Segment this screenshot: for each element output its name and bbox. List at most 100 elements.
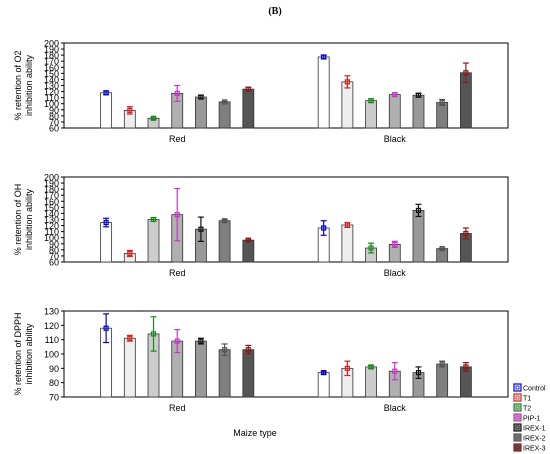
legend-marker [515,445,520,450]
legend-item: IREX-3 [513,443,546,453]
mean-marker [321,370,327,376]
mean-marker [103,90,109,96]
legend-label: Control [523,386,546,393]
bar-irex-3-red [242,239,255,263]
y-axis-label-line: inhibition ability [24,323,34,385]
legend-swatch [513,423,522,432]
bar-t2-black [365,366,377,398]
mean-marker [198,94,204,100]
y-axis-label-line: inhibition ability [24,54,34,116]
bar-irex-1-black [412,209,425,263]
mean-marker [222,347,228,353]
y-tick-label: 160 [44,63,59,73]
y-tick-label: 110 [45,227,59,237]
y-tick-label: 150 [44,203,59,213]
legend-marker [515,395,520,400]
mean-marker [415,370,422,376]
y-tick-label: 100 [44,233,59,243]
bar-irex-2-red [218,101,231,129]
bar-t2-red [147,219,160,263]
mean-marker [463,70,469,76]
mean-marker [127,250,133,257]
bar-control-red [100,92,113,129]
mean-marker [174,90,180,96]
legend-item: IREX-1 [513,423,546,433]
chart-oh-panel: 6070809010011012013014015016017018019020… [13,173,509,278]
legend-label: T2 [523,406,531,413]
y-tick-label: 170 [44,191,59,201]
y-tick-label: 140 [44,209,59,219]
y-tick-label: 190 [44,45,59,55]
y-axis-label: % retention of O2inhibition ability [13,50,34,120]
legend-swatch [513,443,522,452]
mean-marker [415,92,422,98]
mean-marker [198,338,204,344]
mean-marker [245,86,251,92]
bar-irex-3-red [242,88,255,129]
mean-marker [368,245,374,251]
y-tick-label: 110 [45,93,59,103]
mean-marker [245,347,251,353]
y-tick-label: 180 [44,51,59,61]
legend-item: IREX-2 [513,433,546,443]
y-tick-label: 90 [49,105,59,115]
y-tick-label: 90 [49,239,59,249]
y-tick-label: 70 [49,117,59,127]
x-tick-label: Red [169,403,186,413]
y-tick-label: 130 [44,81,59,91]
legend: Control T1 T2 PIP-1 IREX-1 IREX-2 IREX-3 [513,383,546,453]
y-tick-label: 130 [44,307,59,317]
legend-marker [515,415,520,420]
mean-marker [103,325,109,331]
mean-marker [150,216,157,223]
mean-marker [439,99,445,106]
y-tick-label: 70 [49,251,59,261]
mean-marker [222,218,228,224]
legend-swatch [513,433,522,442]
mean-marker [439,246,445,252]
y-axis-label-line: % retention of O2 [13,50,23,120]
mean-marker [174,338,180,344]
mean-marker [463,230,469,237]
x-tick-label: Black [384,268,407,278]
y-tick-label: 120 [44,321,59,331]
y-tick-label: 60 [49,258,59,268]
mean-marker [439,361,445,367]
legend-swatch [513,413,522,422]
bar-irex-3-red [242,349,255,398]
mean-marker [174,212,180,218]
mean-marker [222,99,228,105]
mean-marker [245,237,251,243]
legend-marker [515,425,520,430]
mean-marker [344,79,350,85]
mean-marker [463,364,469,370]
legend-label: PIP-1 [523,416,541,423]
mean-marker [392,368,398,374]
mean-marker [368,364,374,370]
legend-marker [515,385,520,390]
legend-label: IREX-2 [523,436,546,443]
y-tick-label: 120 [44,87,59,97]
bar-control-black [317,372,330,398]
bar-t1-red [123,337,136,398]
legend-label: T1 [523,396,531,403]
legend-swatch [513,403,522,412]
mean-marker [127,335,133,341]
y-tick-label: 100 [44,350,59,360]
mean-marker [368,98,374,104]
y-axis-label-line: % retention of OH [13,184,23,256]
bar-irex-2-red [218,349,231,398]
y-tick-label: 120 [44,221,59,231]
bar-irex-2-black [436,363,449,398]
bar-t1-black [341,81,354,129]
x-tick-label: Red [169,268,186,278]
legend-item: T2 [513,403,531,413]
x-tick-label: Black [384,134,407,144]
y-axis-label: % retention of OHinhibition ability [13,184,34,256]
mean-marker [415,207,422,213]
y-tick-label: 130 [44,215,59,225]
y-tick-label: 180 [44,185,59,195]
legend-label: IREX-3 [523,446,546,453]
legend-label: IREX-1 [523,426,546,433]
